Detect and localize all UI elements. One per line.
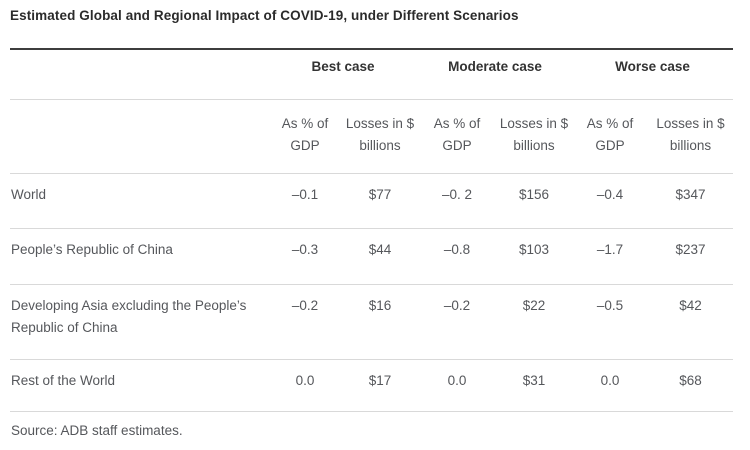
value-cell: –0.2 xyxy=(268,284,342,360)
value-cell: $31 xyxy=(496,359,573,412)
value-cell: $77 xyxy=(342,173,419,229)
corner-cell xyxy=(10,48,268,100)
value-cell: –0.5 xyxy=(572,284,649,360)
column-header-losses: Losses in $ billions xyxy=(342,99,419,174)
column-header-pct-gdp: As % of GDP xyxy=(572,99,649,174)
impact-table: Best case Moderate case Worse case As % … xyxy=(10,48,734,412)
page-title: Estimated Global and Regional Impact of … xyxy=(10,8,519,23)
value-cell: $44 xyxy=(342,228,419,285)
value-cell: $156 xyxy=(496,173,573,229)
region-label: Rest of the World xyxy=(10,359,268,412)
value-cell: 0.0 xyxy=(268,359,342,412)
value-cell: $16 xyxy=(342,284,419,360)
value-cell: 0.0 xyxy=(418,359,497,412)
value-cell: 0.0 xyxy=(572,359,649,412)
subheader-row: As % of GDP Losses in $ billions As % of… xyxy=(10,99,734,174)
value-cell: –0.3 xyxy=(268,228,342,285)
value-cell: $22 xyxy=(496,284,573,360)
value-cell: –0. 2 xyxy=(418,173,497,229)
scenario-header-worse: Worse case xyxy=(572,48,734,100)
value-cell: –0.2 xyxy=(418,284,497,360)
source-note: Source: ADB staff estimates. xyxy=(11,422,183,438)
region-label: People’s Republic of China xyxy=(10,228,268,285)
value-cell: $347 xyxy=(648,173,734,229)
region-label: Developing Asia excluding the People’s R… xyxy=(10,284,268,360)
column-header-pct-gdp: As % of GDP xyxy=(268,99,342,174)
value-cell: $42 xyxy=(648,284,734,360)
value-cell: –0.4 xyxy=(572,173,649,229)
scenario-header-row: Best case Moderate case Worse case xyxy=(10,48,734,100)
value-cell: $237 xyxy=(648,228,734,285)
scenario-header-best: Best case xyxy=(268,48,419,100)
region-label: World xyxy=(10,173,268,229)
table-row-prc: People’s Republic of China –0.3 $44 –0.8… xyxy=(10,228,734,285)
column-header-pct-gdp: As % of GDP xyxy=(418,99,497,174)
table-row-rest-of-world: Rest of the World 0.0 $17 0.0 $31 0.0 $6… xyxy=(10,359,734,412)
corner-cell xyxy=(10,99,268,174)
value-cell: –0.8 xyxy=(418,228,497,285)
value-cell: $103 xyxy=(496,228,573,285)
scenario-header-moderate: Moderate case xyxy=(418,48,573,100)
column-header-losses: Losses in $ billions xyxy=(648,99,734,174)
table-row-world: World –0.1 $77 –0. 2 $156 –0.4 $347 xyxy=(10,173,734,229)
value-cell: $17 xyxy=(342,359,419,412)
value-cell: $68 xyxy=(648,359,734,412)
value-cell: –1.7 xyxy=(572,228,649,285)
value-cell: –0.1 xyxy=(268,173,342,229)
column-header-losses: Losses in $ billions xyxy=(496,99,573,174)
table-row-developing-asia: Developing Asia excluding the People’s R… xyxy=(10,284,734,360)
